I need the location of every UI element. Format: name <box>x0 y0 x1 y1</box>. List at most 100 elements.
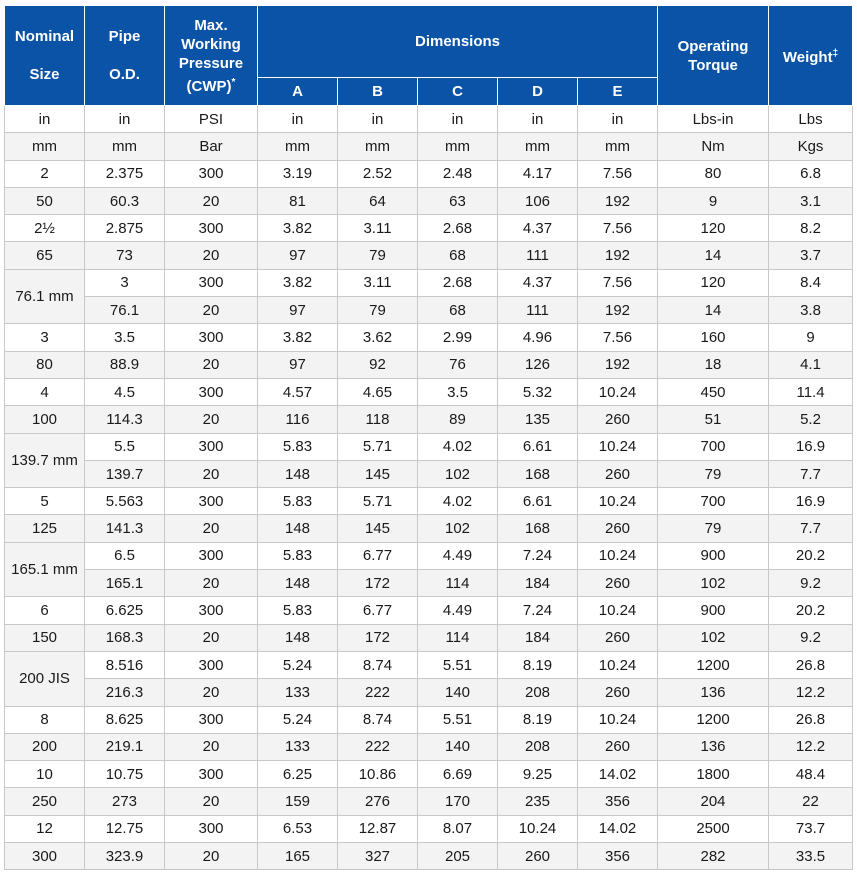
value-cell: 300 <box>164 705 258 734</box>
value-cell: 79 <box>657 459 770 489</box>
value-cell: 14 <box>657 241 770 270</box>
value-cell: 3.11 <box>337 268 418 298</box>
value-cell: 20 <box>164 678 258 707</box>
value-cell: 114 <box>417 623 498 652</box>
value-cell: 114.3 <box>84 405 165 434</box>
value-cell: 168.3 <box>84 623 165 652</box>
value-cell: 172 <box>337 623 418 652</box>
value-cell: 6.61 <box>497 487 578 516</box>
value-cell: 327 <box>337 842 418 871</box>
table-row: 3 3.5 300 3.82 3.62 2.99 4.96 7.56 160 9 <box>4 323 854 352</box>
value-cell: 10.24 <box>576 650 659 680</box>
nominal-size-cell: 150 <box>4 623 85 652</box>
value-cell: 8.19 <box>497 650 578 680</box>
value-cell: 68 <box>417 241 498 270</box>
value-cell: 20 <box>164 405 258 434</box>
header-dim-e: E <box>576 77 659 106</box>
nominal-size-cell: 65 <box>4 241 85 270</box>
value-cell: 79 <box>657 514 770 543</box>
header-text: Torque <box>688 56 738 74</box>
value-cell: 300 <box>164 377 258 407</box>
value-cell: 222 <box>337 678 418 707</box>
value-cell: 4.02 <box>417 432 498 461</box>
value-cell: 4.37 <box>497 214 578 243</box>
value-cell: 7.24 <box>497 596 578 625</box>
table-row: 150 168.3 20 148 172 114 184 260 102 9.2 <box>4 623 854 652</box>
value-cell: 7.56 <box>576 268 659 298</box>
value-cell: 102 <box>417 514 498 543</box>
table-row: 65 73 20 97 79 68 111 192 14 3.7 <box>4 241 854 270</box>
value-cell: 5.71 <box>337 487 418 516</box>
value-cell: 260 <box>576 569 659 598</box>
nominal-size-cell: 165.1 mm <box>4 541 85 598</box>
value-cell: 81 <box>257 186 338 216</box>
value-cell: 3.5 <box>84 323 165 352</box>
value-cell: 3.82 <box>257 268 338 298</box>
value-cell: 12.75 <box>84 814 165 844</box>
value-cell: 148 <box>257 623 338 652</box>
value-cell: 2.68 <box>417 268 498 298</box>
value-cell: 7.56 <box>576 323 659 352</box>
value-cell: 1800 <box>657 760 770 789</box>
value-cell: 5.83 <box>257 432 338 461</box>
value-cell: 192 <box>576 296 659 325</box>
value-cell: 6.77 <box>337 541 418 571</box>
value-cell: 6.25 <box>257 760 338 789</box>
value-cell: 148 <box>257 569 338 598</box>
value-cell: 51 <box>657 405 770 434</box>
value-cell: 97 <box>257 296 338 325</box>
nominal-size-cell: 125 <box>4 514 85 543</box>
value-cell: 106 <box>497 186 578 216</box>
value-cell: 14 <box>657 296 770 325</box>
value-cell: 208 <box>497 732 578 762</box>
table-row: mm mm Bar mm mm mm mm mm Nm Kgs <box>4 132 854 161</box>
table-row: 165.1 mm 6.5 300 5.83 6.77 4.49 7.24 10.24 900 20… <box>4 541 854 598</box>
unit-cell: in <box>257 104 338 134</box>
value-cell: 192 <box>576 241 659 270</box>
unit-cell: Kgs <box>768 132 854 161</box>
table-row: 200 219.1 20 133 222 140 208 260 136 12.2 <box>4 732 854 762</box>
value-cell: 300 <box>164 760 258 789</box>
value-cell: 8.4 <box>768 268 854 298</box>
value-cell: 89 <box>417 405 498 434</box>
value-cell: 3.11 <box>337 214 418 243</box>
value-cell: 145 <box>337 459 418 489</box>
unit-cell: in <box>4 104 85 134</box>
value-cell: 8.74 <box>337 705 418 734</box>
nominal-size-cell: 2 <box>4 159 85 188</box>
unit-cell: in <box>84 104 165 134</box>
value-cell: 12.87 <box>337 814 418 844</box>
value-cell: 6.8 <box>768 159 854 188</box>
header-text: (CWP) <box>186 77 232 95</box>
value-cell: 208 <box>497 678 578 707</box>
value-cell: 10.24 <box>576 487 659 516</box>
unit-cell: mm <box>497 132 578 161</box>
header-dim-d: D <box>497 77 578 106</box>
unit-cell: mm <box>337 132 418 161</box>
value-cell: 260 <box>576 459 659 489</box>
value-cell: 92 <box>337 350 418 379</box>
nominal-size-cell: 300 <box>4 842 85 871</box>
value-cell: 300 <box>164 268 258 298</box>
nominal-size-cell: 5 <box>4 487 85 516</box>
value-cell: 16.9 <box>768 487 854 516</box>
value-cell: 20.2 <box>768 541 854 571</box>
value-cell: 216.3 <box>84 678 165 707</box>
unit-cell: in <box>417 104 498 134</box>
value-cell: 20 <box>164 787 258 816</box>
value-cell: 73.7 <box>768 814 854 844</box>
value-cell: 3.19 <box>257 159 338 188</box>
value-cell: 300 <box>164 432 258 461</box>
value-cell: 205 <box>417 842 498 871</box>
value-cell: 148 <box>257 459 338 489</box>
table-header: Nominal Size Pipe O.D. Max. Working Pres… <box>4 5 854 106</box>
value-cell: 700 <box>657 487 770 516</box>
unit-cell: PSI <box>164 104 258 134</box>
value-cell: 356 <box>576 787 659 816</box>
value-cell: 120 <box>657 214 770 243</box>
table-row: 2 2.375 300 3.19 2.52 2.48 4.17 7.56 80 6.8 <box>4 159 854 188</box>
value-cell: 5.32 <box>497 377 578 407</box>
value-cell: 4.1 <box>768 350 854 379</box>
value-cell: 900 <box>657 596 770 625</box>
value-cell: 260 <box>497 842 578 871</box>
